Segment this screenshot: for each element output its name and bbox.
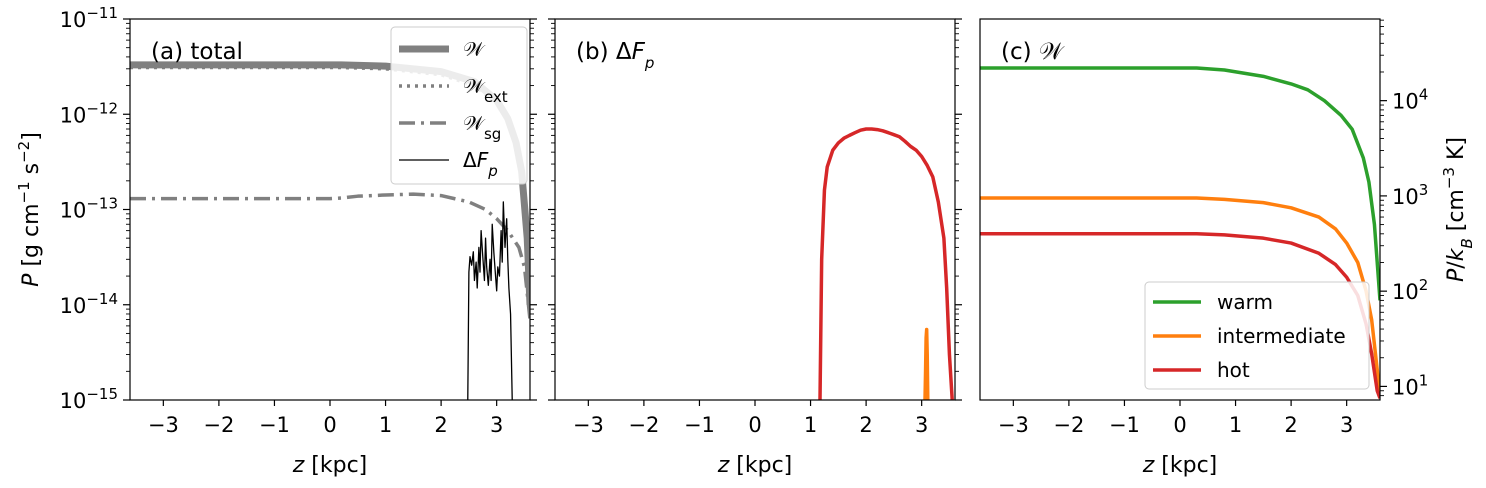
x-tick-label: 3 bbox=[915, 413, 928, 437]
y-tick-label: 10−15 bbox=[60, 385, 118, 413]
panel-b: −3 −2 −1 0 1 2 3 z [kpc] (b) ΔFp bbox=[548, 18, 962, 478]
x-tick-label: −3 bbox=[998, 413, 1029, 437]
x-tick-label: 0 bbox=[323, 413, 336, 437]
series-line-1 bbox=[130, 65, 530, 310]
panel-label: (c) 𝒲 bbox=[1001, 39, 1065, 65]
series-line-2 bbox=[980, 232, 1380, 399]
x-axis-label: z [kpc] bbox=[717, 453, 793, 478]
panel-label: (b) ΔFp bbox=[576, 39, 654, 72]
x-tick-label: 2 bbox=[1284, 413, 1297, 437]
x-tick-label: −1 bbox=[684, 413, 715, 437]
x-axis-label: z [kpc] bbox=[292, 453, 368, 478]
y-tick-label: 103 bbox=[1392, 181, 1428, 209]
y-tick-label: 104 bbox=[1392, 86, 1428, 114]
legend-label: 𝒲ext bbox=[463, 74, 508, 106]
series-line-2 bbox=[130, 192, 530, 320]
y-axis-label-right: P/kB [cm−3 K] bbox=[1440, 137, 1476, 282]
x-tick-label: −3 bbox=[148, 413, 179, 437]
x-axis-label: z [kpc] bbox=[1142, 453, 1218, 478]
series-line-3 bbox=[467, 201, 513, 400]
x-tick-label: 2 bbox=[859, 413, 872, 437]
x-tick-label: 1 bbox=[379, 413, 392, 437]
legend: 𝒲 𝒲ext 𝒲sg ΔFp bbox=[390, 26, 528, 185]
plot-area bbox=[980, 66, 1380, 399]
x-tick-label: 2 bbox=[434, 413, 447, 437]
legend-label: ΔFp bbox=[463, 148, 498, 180]
y-tick-label: 10−11 bbox=[60, 4, 118, 32]
series-line-0 bbox=[980, 66, 1380, 301]
x-tick-label: −2 bbox=[628, 413, 659, 437]
y-axis-label: P [g cm−1 s−2] bbox=[15, 132, 44, 287]
series-line-0 bbox=[818, 127, 954, 400]
legend-box bbox=[1144, 281, 1370, 390]
x-tick-label: 1 bbox=[804, 413, 817, 437]
y-tick-label: 10−13 bbox=[60, 195, 118, 223]
legend-label: 𝒲sg bbox=[463, 111, 501, 143]
x-tick-label: 1 bbox=[1229, 413, 1242, 437]
x-tick-label: −1 bbox=[1109, 413, 1140, 437]
plot-area bbox=[818, 127, 954, 400]
legend-label: intermediate bbox=[1217, 324, 1346, 348]
legend-box bbox=[390, 26, 528, 185]
panel-a: −3 −2 −1 0 1 2 3 10−15 10−14 10−13 10−12 10−11 z [kp… bbox=[15, 4, 537, 478]
x-tick-label: −1 bbox=[259, 413, 290, 437]
x-tick-label: −2 bbox=[203, 413, 234, 437]
x-tick-label: −2 bbox=[1053, 413, 1084, 437]
x-tick-label: 0 bbox=[1173, 413, 1186, 437]
y-tick-label: 10−14 bbox=[60, 290, 118, 318]
panel-label: (a) total bbox=[151, 39, 243, 65]
series-line-1 bbox=[923, 327, 930, 400]
panel-c: −3 −2 −1 0 1 2 3 101 102 103 104 z [kpc] P/kB [cm−3 … bbox=[979, 18, 1476, 478]
x-tick-label: 3 bbox=[490, 413, 503, 437]
y-tick-label: 102 bbox=[1392, 276, 1428, 304]
y-tick-label: 101 bbox=[1392, 371, 1428, 399]
x-tick-label: 0 bbox=[748, 413, 761, 437]
legend-label: warm bbox=[1217, 290, 1273, 314]
y-tick-label: 10−12 bbox=[60, 99, 118, 127]
x-tick-label: 3 bbox=[1340, 413, 1353, 437]
legend: warm intermediate hot bbox=[1144, 281, 1370, 390]
legend-label: 𝒲 bbox=[463, 37, 486, 61]
legend-label: hot bbox=[1217, 358, 1250, 382]
series-line-1 bbox=[980, 196, 1380, 399]
axes-frame bbox=[554, 18, 956, 401]
x-tick-label: −3 bbox=[573, 413, 604, 437]
